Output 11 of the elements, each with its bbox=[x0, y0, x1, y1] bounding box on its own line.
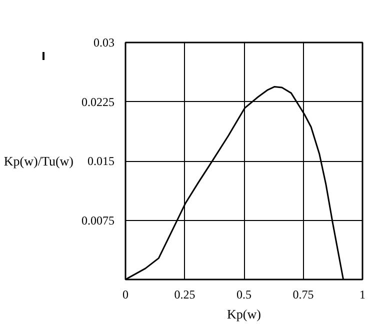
y-tick-label: 0.03 bbox=[94, 36, 114, 50]
x-tick-label: 0 bbox=[122, 288, 128, 302]
y-tick-label: 0.0075 bbox=[82, 213, 114, 228]
x-tick-label: 0.25 bbox=[174, 288, 196, 302]
y-tick-label: 0.0225 bbox=[82, 94, 114, 109]
x-tick-label: 0.5 bbox=[236, 288, 252, 302]
x-tick-label: 0.75 bbox=[292, 288, 314, 302]
x-tick-label: 1 bbox=[360, 288, 366, 302]
y-tick-label: 0.015 bbox=[88, 154, 114, 168]
x-axis-title: Kp(w) bbox=[227, 306, 261, 322]
y-axis-title: Kp(w)/Tu(w) bbox=[4, 154, 74, 168]
